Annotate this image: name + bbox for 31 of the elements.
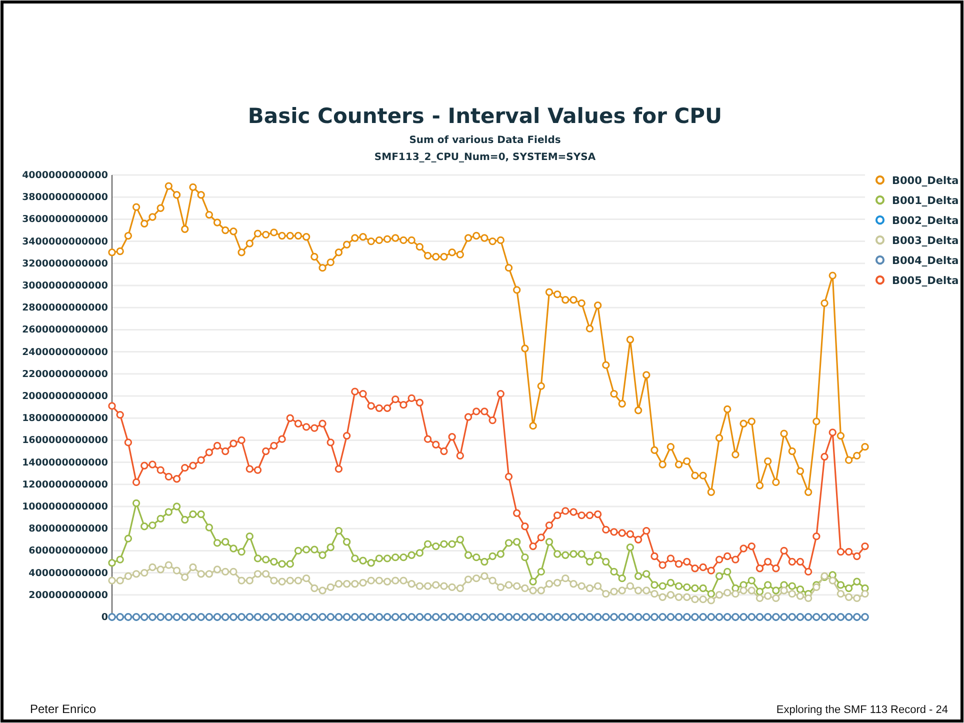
- y-tick-label: 400000000000: [28, 568, 108, 579]
- y-tick-label: 1200000000000: [22, 479, 108, 490]
- y-tick-label: 800000000000: [28, 524, 108, 535]
- legend-label: B003_Delta: [892, 235, 959, 247]
- y-tick-label: 3000000000000: [22, 280, 108, 292]
- y-tick-label: 3800000000000: [22, 192, 108, 204]
- text: Peter Enrico: [30, 702, 96, 716]
- y-tick-label: 3400000000000: [22, 236, 108, 248]
- y-tick-label: 2200000000000: [22, 368, 108, 380]
- chart-subtitle: Sum of various Data Fields SMF113_2_CPU_Num=0, SYSTEM=SYSA: [374, 135, 596, 163]
- y-tick-label: 2800000000000: [22, 302, 108, 314]
- legend-label: B004_Delta: [892, 255, 959, 267]
- y-tick-label: 2400000000000: [22, 346, 108, 358]
- y-tick-label: 2600000000000: [22, 324, 108, 336]
- y-tick-label: 0: [101, 612, 108, 624]
- legend-label: B005_Delta: [892, 275, 959, 287]
- legend-label: B001_Delta: [892, 195, 959, 207]
- y-tick-label: 4000000000000: [22, 170, 108, 182]
- y-tick-label: 3200000000000: [22, 258, 108, 270]
- text: Exploring the SMF 113 Record - 24: [776, 704, 948, 716]
- y-tick-label: 1800000000000: [22, 413, 108, 424]
- chart-title: Basic Counters - Interval Values for CPU: [248, 104, 722, 128]
- y-tick-label: 1600000000000: [22, 435, 108, 446]
- y-tick-label: 1400000000000: [22, 457, 108, 468]
- legend-label: B002_Delta: [892, 215, 959, 227]
- y-tick-label: 2000000000000: [22, 391, 108, 402]
- y-tick-label: 600000000000: [28, 546, 108, 557]
- y-tick-label: 200000000000: [28, 590, 108, 601]
- y-tick-label: 3600000000000: [22, 214, 108, 226]
- legend-label: B000_Delta: [892, 175, 959, 187]
- y-tick-label: 1000000000000: [22, 502, 108, 513]
